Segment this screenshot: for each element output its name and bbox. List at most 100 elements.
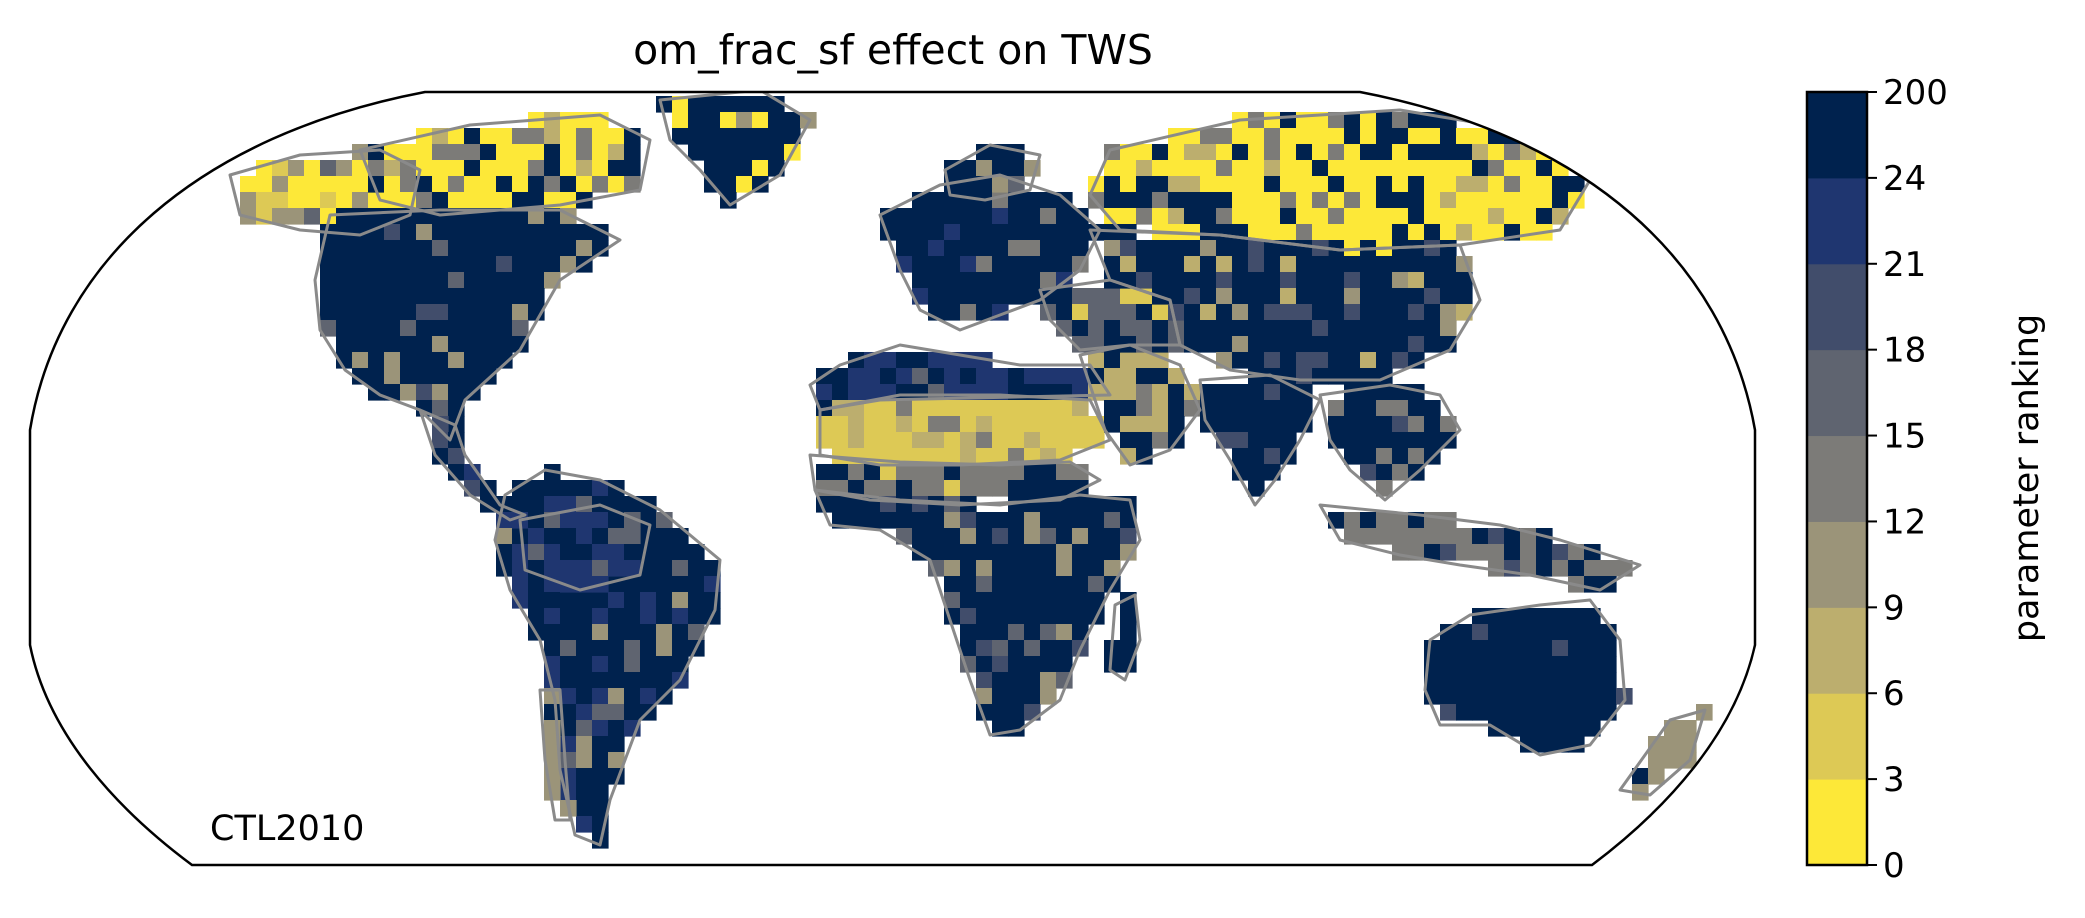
land-cell [928, 352, 945, 369]
land-cell [512, 496, 529, 513]
land-cell [1104, 208, 1121, 225]
land-cell [1248, 160, 1265, 177]
land-cell [1536, 544, 1553, 561]
land-cell [1392, 320, 1409, 337]
land-cell [288, 176, 305, 193]
coastline [658, 92, 812, 207]
land-cell [1456, 288, 1473, 305]
land-cell [1504, 672, 1521, 689]
land-cell [1104, 320, 1121, 337]
land-cell [720, 160, 737, 177]
land-cell [1536, 704, 1553, 721]
land-cell [1360, 448, 1377, 465]
land-cell [1232, 240, 1249, 257]
land-cell [1152, 304, 1169, 321]
land-cell [1056, 304, 1073, 321]
land-cell [1200, 208, 1217, 225]
land-cell [1344, 160, 1361, 177]
land-cell [464, 464, 481, 481]
land-cell [1280, 208, 1297, 225]
land-cell [592, 480, 609, 497]
land-cell [528, 208, 545, 225]
land-cell [624, 544, 641, 561]
land-cell [1328, 160, 1345, 177]
land-cell [976, 560, 993, 577]
land-cell [960, 608, 977, 625]
land-cell [992, 560, 1009, 577]
land-cell [1072, 512, 1089, 529]
land-cell [1648, 736, 1665, 753]
land-cell [752, 96, 769, 113]
land-cell [704, 592, 721, 609]
land-cell [1184, 304, 1201, 321]
coastline [228, 148, 422, 237]
land-cell [544, 608, 561, 625]
land-cell [1392, 352, 1409, 369]
land-cell [1008, 576, 1025, 593]
land-cell [560, 128, 577, 145]
land-cell [1136, 432, 1153, 449]
land-cell [448, 448, 465, 465]
land-cell [448, 368, 465, 385]
land-cell [336, 208, 353, 225]
land-cell [1104, 544, 1121, 561]
land-cell [608, 128, 625, 145]
land-cell [1376, 176, 1393, 193]
land-cell [1008, 592, 1025, 609]
land-cell [1136, 176, 1153, 193]
land-cell [1472, 672, 1489, 689]
land-cell [1440, 688, 1457, 705]
land-cell [1248, 128, 1265, 145]
land-cell [1136, 400, 1153, 417]
land-cell [720, 128, 737, 145]
land-cell [304, 208, 321, 225]
land-cell [1104, 288, 1121, 305]
land-cell [528, 240, 545, 257]
land-cell [1040, 240, 1057, 257]
land-cell [1056, 208, 1073, 225]
land-cell [992, 368, 1009, 385]
land-cell [672, 576, 689, 593]
land-cell [1408, 320, 1425, 337]
land-cell [1232, 144, 1249, 161]
land-cell [432, 160, 449, 177]
land-cell [1088, 528, 1105, 545]
land-cell [1248, 224, 1265, 241]
land-cell [1392, 112, 1409, 129]
land-cell [1440, 288, 1457, 305]
land-cell [496, 144, 513, 161]
land-cell [1520, 224, 1537, 241]
land-cell [1568, 624, 1585, 641]
land-cell [768, 128, 785, 145]
land-cell [608, 752, 625, 769]
land-cell [1552, 608, 1569, 625]
land-cell [384, 256, 401, 273]
land-cell [720, 144, 737, 161]
land-cell [528, 224, 545, 241]
land-cell [240, 192, 257, 209]
land-cell [1248, 464, 1265, 481]
land-cell [1408, 224, 1425, 241]
land-cell [496, 160, 513, 177]
land-cell [768, 112, 785, 129]
land-cell [1152, 208, 1169, 225]
land-cell [944, 304, 961, 321]
land-cell [624, 656, 641, 673]
land-cell [992, 464, 1009, 481]
land-cell [624, 576, 641, 593]
colorbar-bin [1807, 92, 1867, 179]
land-cell [544, 704, 561, 721]
land-cell [752, 160, 769, 177]
land-cell [1008, 560, 1025, 577]
land-cell [432, 352, 449, 369]
land-cell [736, 144, 753, 161]
land-cell [1488, 160, 1505, 177]
land-cell [1424, 544, 1441, 561]
land-cell [848, 432, 865, 449]
land-cell [496, 128, 513, 145]
land-cell [432, 384, 449, 401]
land-cell [560, 256, 577, 273]
land-cell [912, 512, 929, 529]
land-cell [1328, 400, 1345, 417]
land-cell [1168, 144, 1185, 161]
